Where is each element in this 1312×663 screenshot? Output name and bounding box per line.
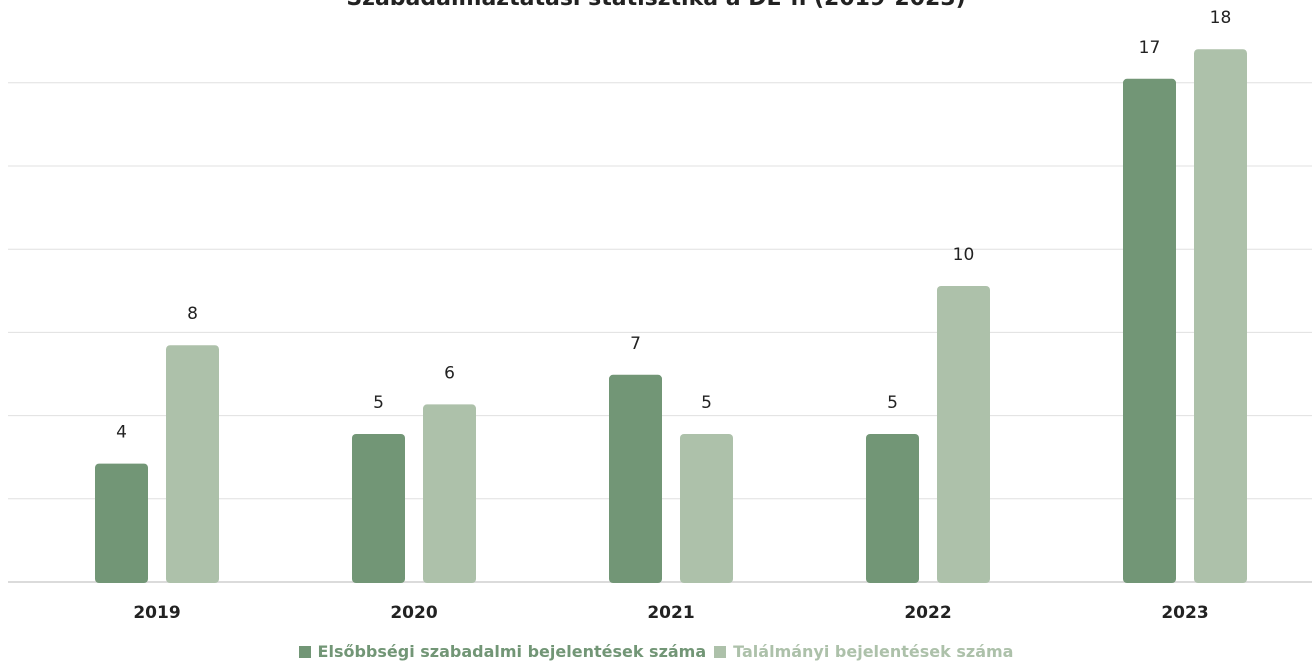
- data-label: 5: [701, 393, 712, 413]
- data-label: 7: [630, 334, 641, 354]
- legend: Elsőbbségi szabadalmi bejelentések száma…: [0, 642, 1312, 661]
- x-tick-label: 2023: [1161, 603, 1208, 623]
- bar-2022-series-2: [937, 286, 990, 583]
- data-labels: 4 8 5 6 7 5 5 10 17 18: [116, 8, 1231, 442]
- x-tick-labels: 2019 2020 2021 2022 2023: [133, 603, 1208, 623]
- data-label: 4: [116, 423, 127, 443]
- data-label: 5: [887, 393, 898, 413]
- bar-2019-series-1: [95, 463, 148, 583]
- bar-2023-series-1: [1123, 78, 1176, 584]
- bar-2019-series-2: [166, 345, 219, 583]
- legend-item-invention: Találmányi bejelentések száma: [714, 642, 1013, 661]
- bar-2021-series-2: [680, 434, 733, 583]
- bar-2022-series-1: [866, 434, 919, 583]
- data-label: 18: [1210, 8, 1232, 28]
- bar-chart: 4 8 5 6 7 5 5 10 17 18 2019 2020 2021 2022 2023: [8, 8, 1312, 623]
- data-label: 17: [1139, 38, 1161, 58]
- bar-2021-series-1: [609, 374, 662, 583]
- data-label: 8: [187, 304, 198, 324]
- bar-2020-series-1: [352, 434, 405, 583]
- data-label: 6: [444, 363, 455, 383]
- x-tick-label: 2022: [904, 603, 951, 623]
- legend-label-invention: Találmányi bejelentések száma: [733, 642, 1014, 661]
- legend-item-priority-patent: Elsőbbségi szabadalmi bejelentések száma: [298, 642, 707, 661]
- data-label: 5: [373, 393, 384, 413]
- legend-swatch-invention: [714, 645, 727, 658]
- bars: [95, 49, 1247, 584]
- legend-swatch-priority-patent: [298, 645, 311, 658]
- bar-2020-series-2: [423, 404, 476, 583]
- x-tick-label: 2020: [390, 603, 437, 623]
- bar-2023-series-2: [1194, 49, 1247, 583]
- legend-label-priority-patent: Elsőbbségi szabadalmi bejelentések száma: [317, 642, 707, 661]
- data-label: 10: [953, 245, 975, 265]
- x-tick-label: 2021: [647, 603, 694, 623]
- chart-title: Szabadalmaztatási statisztika a DE-n (20…: [0, 0, 1312, 11]
- x-tick-label: 2019: [133, 603, 180, 623]
- gridlines: [8, 82, 1312, 583]
